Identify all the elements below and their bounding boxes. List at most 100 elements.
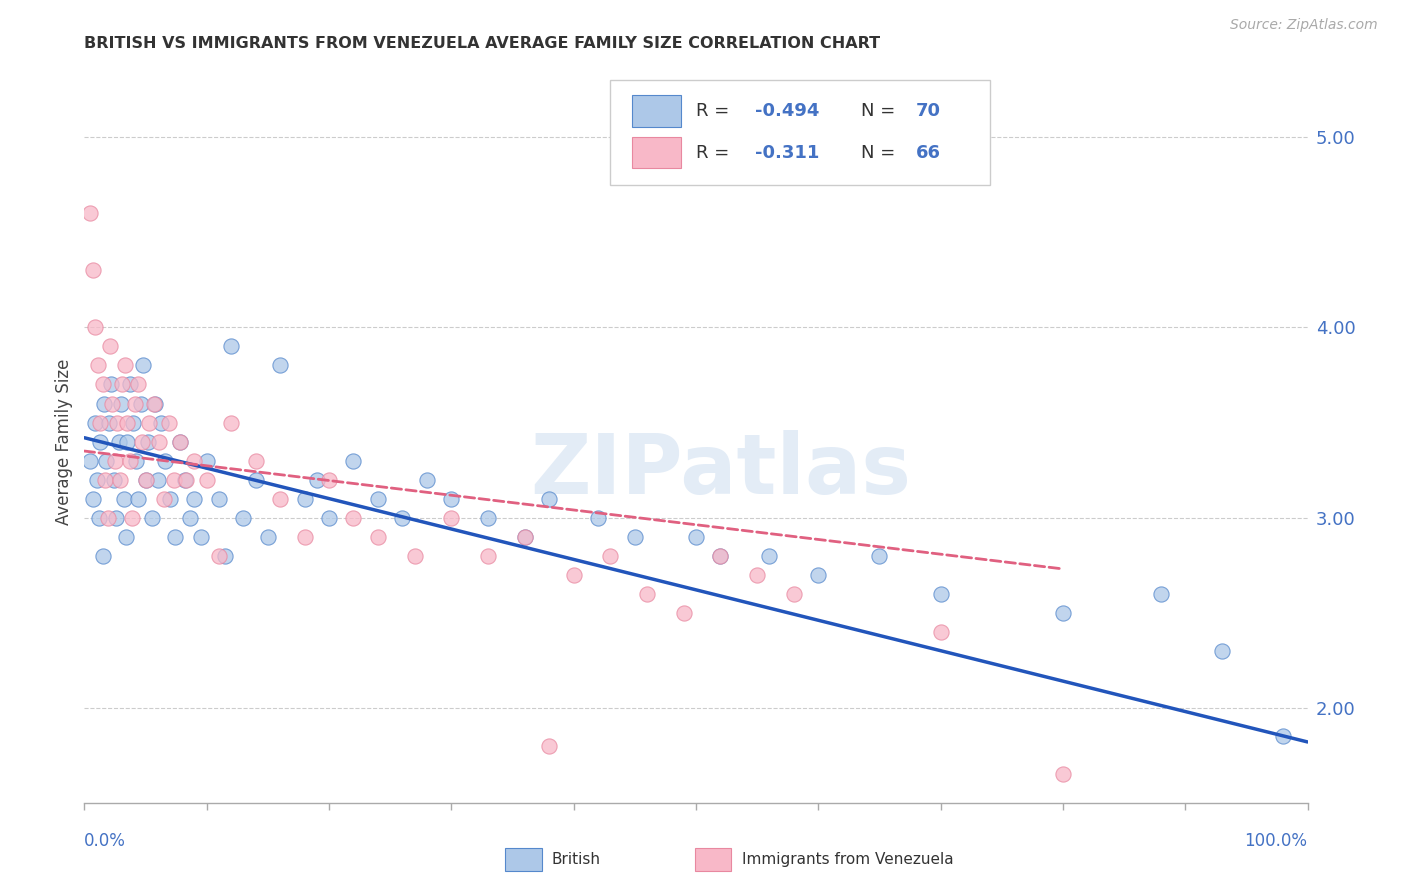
Point — [685, 530, 707, 544]
Point — [294, 491, 316, 506]
Point — [91, 549, 114, 563]
Text: Immigrants from Venezuela: Immigrants from Venezuela — [742, 852, 955, 867]
Point — [624, 530, 647, 544]
Point — [118, 377, 141, 392]
Point — [101, 396, 124, 410]
Point — [100, 377, 122, 392]
Text: 70: 70 — [917, 103, 941, 120]
Point — [1272, 729, 1295, 743]
Point — [114, 359, 136, 373]
Point — [135, 473, 157, 487]
Point — [709, 549, 731, 563]
Y-axis label: Average Family Size: Average Family Size — [55, 359, 73, 524]
Point — [107, 434, 129, 449]
Point — [318, 473, 340, 487]
Point — [105, 416, 128, 430]
Point — [135, 473, 157, 487]
Text: Source: ZipAtlas.com: Source: ZipAtlas.com — [1230, 18, 1378, 32]
Point — [174, 473, 197, 487]
Text: 66: 66 — [917, 144, 941, 161]
Point — [195, 473, 218, 487]
Point — [87, 359, 110, 373]
Point — [96, 453, 118, 467]
Text: N =: N = — [860, 144, 901, 161]
Point — [245, 453, 267, 467]
Point — [219, 416, 242, 430]
Point — [79, 453, 101, 467]
Point — [143, 396, 166, 410]
Point — [232, 510, 254, 524]
Point — [477, 549, 499, 563]
Point — [104, 453, 127, 467]
Point — [163, 530, 186, 544]
Point — [269, 491, 291, 506]
Point — [562, 567, 585, 582]
Point — [869, 549, 891, 563]
Point — [783, 587, 806, 601]
Point — [190, 530, 212, 544]
Point — [807, 567, 830, 582]
Text: ZIPatlas: ZIPatlas — [530, 430, 911, 511]
Point — [183, 453, 205, 467]
Point — [391, 510, 413, 524]
Point — [183, 491, 205, 506]
Point — [586, 510, 609, 524]
Point — [148, 434, 170, 449]
Point — [143, 396, 166, 410]
FancyBboxPatch shape — [505, 847, 541, 871]
Point — [79, 206, 101, 220]
Point — [477, 510, 499, 524]
Point — [179, 510, 201, 524]
Point — [122, 416, 145, 430]
Point — [305, 473, 328, 487]
Text: R =: R = — [696, 103, 735, 120]
Point — [89, 434, 111, 449]
Point — [111, 377, 134, 392]
Point — [367, 491, 389, 506]
Point — [747, 567, 769, 582]
Point — [538, 739, 561, 753]
Point — [93, 396, 115, 410]
Point — [82, 491, 104, 506]
Point — [513, 530, 536, 544]
Point — [159, 491, 181, 506]
Point — [269, 359, 291, 373]
Point — [1052, 767, 1074, 781]
Point — [538, 491, 561, 506]
Point — [672, 606, 695, 620]
Point — [146, 473, 169, 487]
Point — [103, 473, 125, 487]
Point — [97, 510, 120, 524]
Point — [214, 549, 236, 563]
Point — [163, 473, 186, 487]
Point — [127, 491, 149, 506]
Point — [86, 473, 108, 487]
Point — [929, 624, 952, 639]
FancyBboxPatch shape — [610, 80, 990, 185]
Point — [132, 359, 155, 373]
Point — [245, 473, 267, 487]
Point — [219, 339, 242, 353]
Point — [599, 549, 621, 563]
Point — [84, 416, 107, 430]
Point — [342, 453, 364, 467]
Point — [173, 473, 195, 487]
Point — [1052, 606, 1074, 620]
Point — [129, 396, 152, 410]
Point — [138, 416, 160, 430]
Text: N =: N = — [860, 103, 901, 120]
Point — [153, 491, 176, 506]
Point — [195, 453, 218, 467]
Point — [115, 434, 138, 449]
Point — [318, 510, 340, 524]
Point — [97, 416, 120, 430]
FancyBboxPatch shape — [633, 136, 682, 169]
Point — [136, 434, 159, 449]
Point — [208, 491, 231, 506]
Point — [87, 510, 110, 524]
Text: -0.311: -0.311 — [755, 144, 820, 161]
Point — [169, 434, 191, 449]
Point — [294, 530, 316, 544]
Point — [342, 510, 364, 524]
FancyBboxPatch shape — [695, 847, 731, 871]
